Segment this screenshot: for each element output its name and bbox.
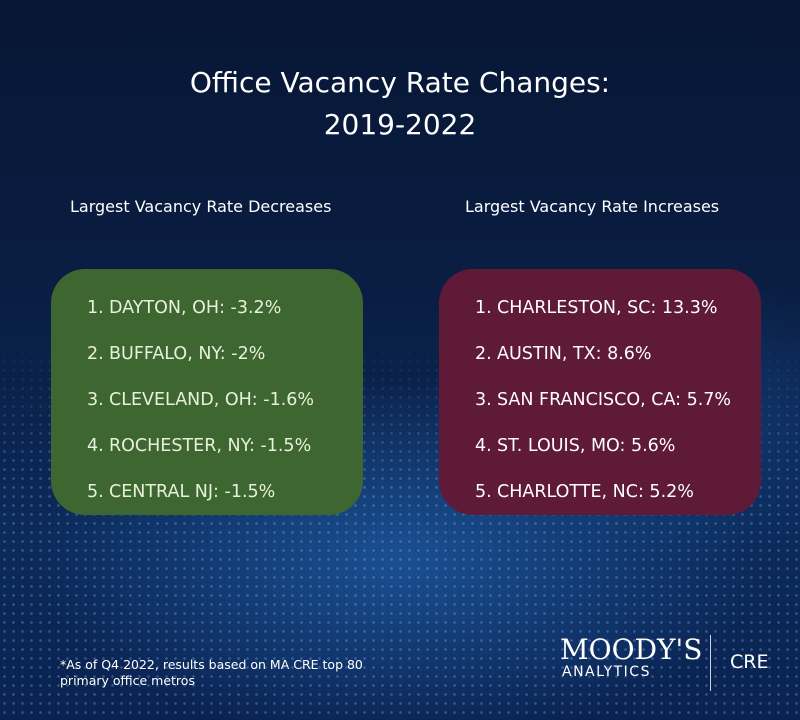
- item-text: AUSTIN, TX: 8.6%: [497, 344, 652, 364]
- moodys-analytics-logo: MOODY'S ANALYTICS: [560, 633, 702, 680]
- logo-sub: ANALYTICS: [562, 664, 651, 680]
- increases-heading: Largest Vacancy Rate Increases: [465, 197, 720, 216]
- item-number: 2.: [87, 344, 104, 364]
- list-item: 5. CHARLOTTE, NC: 5.2%: [439, 469, 761, 515]
- item-number: 3.: [87, 390, 104, 410]
- page-title: Office Vacancy Rate Changes: 2019-2022: [0, 62, 800, 146]
- item-number: 5.: [87, 482, 104, 502]
- title-line-2: 2019-2022: [323, 108, 477, 141]
- title-line-1: Office Vacancy Rate Changes:: [189, 66, 611, 99]
- increases-box: 1. CHARLESTON, SC: 13.3% 2. AUSTIN, TX: 8.…: [439, 269, 761, 515]
- decreases-box: 1. DAYTON, OH: -3.2% 2. BUFFALO, NY: -2% 3…: [51, 269, 363, 515]
- logo-divider: [710, 635, 711, 691]
- item-text: BUFFALO, NY: -2%: [109, 344, 266, 364]
- item-text: CLEVELAND, OH: -1.6%: [109, 390, 315, 410]
- item-number: 4.: [475, 436, 492, 456]
- logo-brand: MOODY'S: [560, 633, 703, 666]
- footnote: *As of Q4 2022, results based on MA CRE …: [60, 657, 363, 688]
- item-number: 1.: [475, 298, 492, 318]
- item-text: CENTRAL NJ: -1.5%: [109, 482, 276, 502]
- list-item: 4. ST. LOUIS, MO: 5.6%: [439, 423, 761, 469]
- logo-product: CRE: [730, 651, 769, 673]
- list-item: 2. AUSTIN, TX: 8.6%: [439, 331, 761, 377]
- item-text: DAYTON, OH: -3.2%: [109, 298, 282, 318]
- item-number: 5.: [475, 482, 492, 502]
- list-item: 5. CENTRAL NJ: -1.5%: [51, 469, 363, 515]
- item-text: CHARLESTON, SC: 13.3%: [497, 298, 718, 318]
- list-item: 2. BUFFALO, NY: -2%: [51, 331, 363, 377]
- item-number: 2.: [475, 344, 492, 364]
- item-number: 3.: [475, 390, 492, 410]
- list-item: 1. CHARLESTON, SC: 13.3%: [439, 285, 761, 331]
- item-text: SAN FRANCISCO, CA: 5.7%: [497, 390, 732, 410]
- list-item: 4. ROCHESTER, NY: -1.5%: [51, 423, 363, 469]
- decreases-heading: Largest Vacancy Rate Decreases: [70, 197, 332, 216]
- list-item: 3. SAN FRANCISCO, CA: 5.7%: [439, 377, 761, 423]
- item-number: 4.: [87, 436, 104, 456]
- item-text: CHARLOTTE, NC: 5.2%: [497, 482, 694, 502]
- item-text: ROCHESTER, NY: -1.5%: [109, 436, 312, 456]
- list-item: 1. DAYTON, OH: -3.2%: [51, 285, 363, 331]
- item-text: ST. LOUIS, MO: 5.6%: [497, 436, 676, 456]
- item-number: 1.: [87, 298, 104, 318]
- list-item: 3. CLEVELAND, OH: -1.6%: [51, 377, 363, 423]
